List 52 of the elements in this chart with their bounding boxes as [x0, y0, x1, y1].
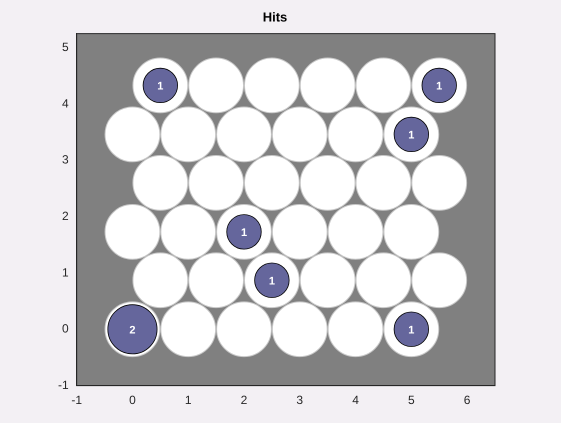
y-tick-label: 0	[62, 322, 69, 336]
point	[104, 204, 160, 260]
point	[244, 58, 300, 114]
x-tick-label: 6	[464, 393, 471, 408]
x-tick-label: 3	[296, 393, 304, 408]
data-label: 1	[268, 275, 275, 288]
point	[160, 204, 216, 260]
data-label: 1	[436, 80, 442, 92]
data-label: 1	[408, 324, 414, 336]
point	[356, 154, 412, 211]
x-tick-label: -1	[71, 393, 82, 408]
point	[104, 106, 160, 162]
point	[328, 204, 384, 260]
x-tick-label: 5	[408, 393, 415, 408]
data-label: 1	[240, 226, 248, 239]
x-tick-label: 0	[129, 393, 136, 408]
data-label: 1	[408, 129, 414, 142]
y-tick-label: -1	[58, 378, 69, 392]
point	[328, 106, 384, 162]
x-tick-label: 4	[352, 393, 360, 408]
point	[300, 58, 356, 114]
chart-title: Hits	[262, 9, 288, 24]
x-tick-label: 1	[184, 393, 192, 408]
point	[132, 154, 188, 211]
point	[188, 58, 244, 114]
point	[300, 252, 356, 308]
point	[328, 301, 384, 358]
point	[272, 204, 328, 260]
point	[160, 106, 216, 162]
y-tick-label: 3	[62, 152, 69, 167]
y-tick-label: 4	[62, 96, 69, 110]
point	[216, 301, 272, 358]
data-label: 1	[157, 80, 164, 92]
point	[411, 252, 468, 308]
y-tick-label: 2	[62, 208, 69, 223]
y-tick-label: 5	[62, 40, 69, 54]
data-label: 2	[129, 324, 136, 336]
point	[132, 252, 188, 308]
point	[272, 301, 328, 358]
x-tick-label: 2	[240, 393, 248, 408]
point	[244, 154, 300, 211]
point	[216, 106, 272, 162]
point	[272, 106, 328, 162]
point	[188, 252, 244, 308]
point	[300, 154, 356, 211]
point	[160, 301, 216, 358]
point	[356, 58, 412, 114]
y-tick-label: 1	[62, 265, 69, 280]
point	[356, 252, 412, 308]
point	[188, 154, 244, 211]
point	[411, 154, 468, 211]
point	[383, 204, 440, 260]
